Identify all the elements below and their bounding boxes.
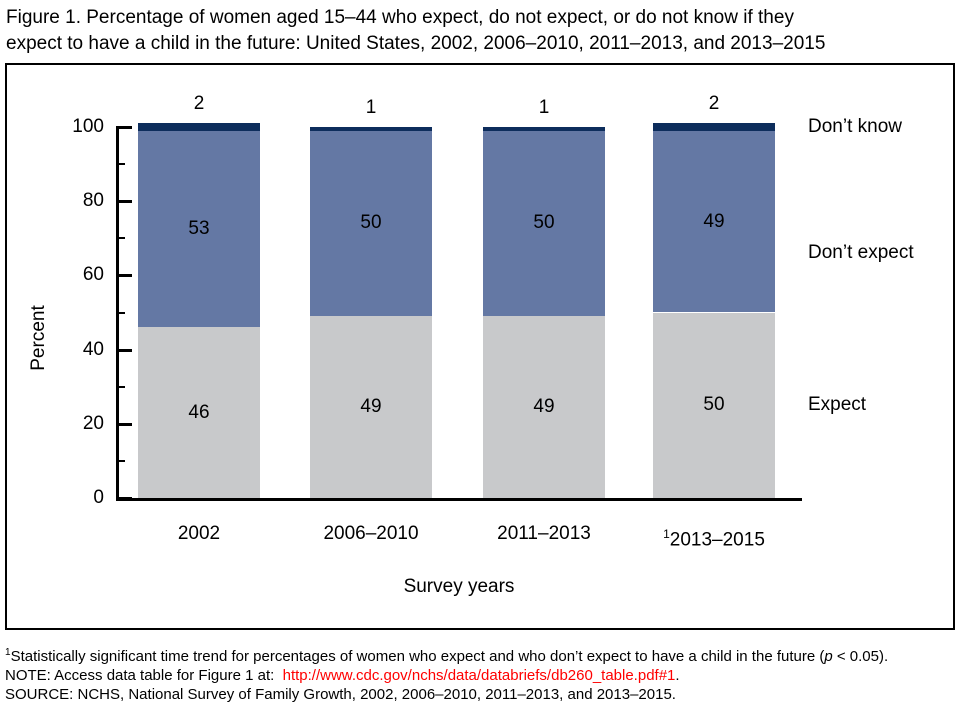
bar-value-label-don-t-expect-2011-2013: 50 bbox=[533, 212, 555, 234]
x-category-label-2006-2010: 2006–2010 bbox=[323, 523, 419, 544]
bar-2011-2013-segment-expect bbox=[483, 316, 605, 498]
series-label-don-t-know: Don’t know bbox=[808, 116, 902, 137]
y-tick-label: 100 bbox=[72, 116, 104, 137]
figure-title-line1: Figure 1. Percentage of women aged 15–44… bbox=[6, 7, 794, 28]
y-tick-minor bbox=[116, 237, 125, 240]
y-tick-label: 40 bbox=[82, 338, 104, 360]
bar-value-label-don-t-expect-2006-2010: 50 bbox=[360, 212, 382, 234]
y-tick-major bbox=[116, 126, 132, 129]
footnote-1-superscript: 1 bbox=[5, 647, 11, 658]
y-tick-major bbox=[116, 497, 132, 500]
y-tick-major bbox=[116, 422, 132, 426]
x-axis-title: Survey years bbox=[403, 576, 515, 597]
y-tick-major bbox=[116, 200, 132, 204]
bar-value-label-expect-2013-2015: 50 bbox=[703, 394, 725, 416]
footnote-1-text-end: < 0.05). bbox=[832, 648, 889, 665]
y-tick-label: 60 bbox=[82, 264, 104, 286]
figure-title-line2: expect to have a child in the future: Un… bbox=[6, 33, 826, 54]
bar-2006-2010-segment-expect bbox=[310, 316, 432, 498]
footnote-1-text: Statistically significant time trend for… bbox=[10, 648, 825, 665]
footnote-note-prefix: NOTE: Access data table for Figure 1 at: bbox=[5, 667, 283, 684]
y-tick-minor bbox=[116, 311, 125, 314]
x-category-label-2013-2015: 12013–2015 bbox=[663, 527, 765, 551]
bar-2002-segment-expect bbox=[138, 327, 260, 498]
footnote-1: 1Statistically significant time trend fo… bbox=[5, 643, 955, 666]
y-tick-minor bbox=[116, 385, 125, 388]
y-tick-label: 80 bbox=[82, 190, 104, 212]
bar-2013-2015-segment-don-t-know bbox=[653, 123, 775, 131]
y-tick-major bbox=[116, 348, 132, 352]
bar-value-label-don-t-know-2011-2013: 1 bbox=[538, 97, 550, 118]
bar-2011-2013-segment-don-t-expect bbox=[483, 130, 605, 317]
y-tick-minor bbox=[116, 459, 125, 462]
y-axis-line bbox=[116, 127, 119, 501]
series-label-don-t-expect: Don’t expect bbox=[808, 242, 914, 264]
bar-2013-2015-segment-don-t-expect bbox=[653, 130, 775, 313]
data-table-link[interactable]: http://www.cdc.gov/nchs/data/databriefs/… bbox=[282, 667, 676, 684]
y-tick-major bbox=[116, 274, 132, 278]
bar-2006-2010-segment-don-t-know bbox=[310, 127, 432, 131]
bar-value-label-don-t-know-2013-2015: 2 bbox=[708, 93, 720, 115]
footnotes: 1Statistically significant time trend fo… bbox=[5, 643, 955, 704]
x-category-label-2002: 2002 bbox=[177, 523, 221, 544]
footnote-source: SOURCE: NCHS, National Survey of Family … bbox=[5, 686, 676, 703]
bar-value-label-don-t-expect-2002: 53 bbox=[188, 218, 210, 240]
bar-2002-segment-don-t-expect bbox=[138, 130, 260, 328]
y-tick-minor bbox=[116, 163, 125, 166]
bar-value-label-expect-2002: 46 bbox=[188, 401, 210, 423]
footnote-note-suffix: . bbox=[675, 667, 680, 684]
bar-value-label-don-t-expect-2013-2015: 49 bbox=[703, 210, 725, 232]
y-tick-label: 0 bbox=[93, 487, 104, 508]
y-tick-label: 20 bbox=[82, 412, 104, 434]
bar-2006-2010-segment-don-t-expect bbox=[310, 130, 432, 317]
bar-value-label-don-t-know-2002: 2 bbox=[193, 93, 205, 115]
x-category-superscript: 1 bbox=[663, 527, 670, 541]
footnote-1-pvalue: p bbox=[824, 648, 833, 665]
figure-title: Figure 1. Percentage of women aged 15–44… bbox=[6, 5, 956, 57]
bar-value-label-expect-2011-2013: 49 bbox=[533, 396, 555, 418]
chart-frame: Percent Survey years 0 20 40 60 80 100 46 53 2 20… bbox=[5, 63, 955, 630]
series-label-expect: Expect bbox=[808, 394, 867, 416]
x-category-label-2011-2013: 2011–2013 bbox=[497, 523, 591, 544]
footnote-note: NOTE: Access data table for Figure 1 at:… bbox=[5, 666, 955, 685]
bar-2011-2013-segment-don-t-know bbox=[483, 127, 605, 131]
bar-2013-2015-segment-expect bbox=[653, 312, 775, 498]
bar-2002-segment-don-t-know bbox=[138, 123, 260, 131]
bar-value-label-don-t-know-2006-2010: 1 bbox=[365, 97, 377, 118]
x-axis-line bbox=[116, 498, 802, 501]
bar-value-label-expect-2006-2010: 49 bbox=[360, 396, 382, 418]
